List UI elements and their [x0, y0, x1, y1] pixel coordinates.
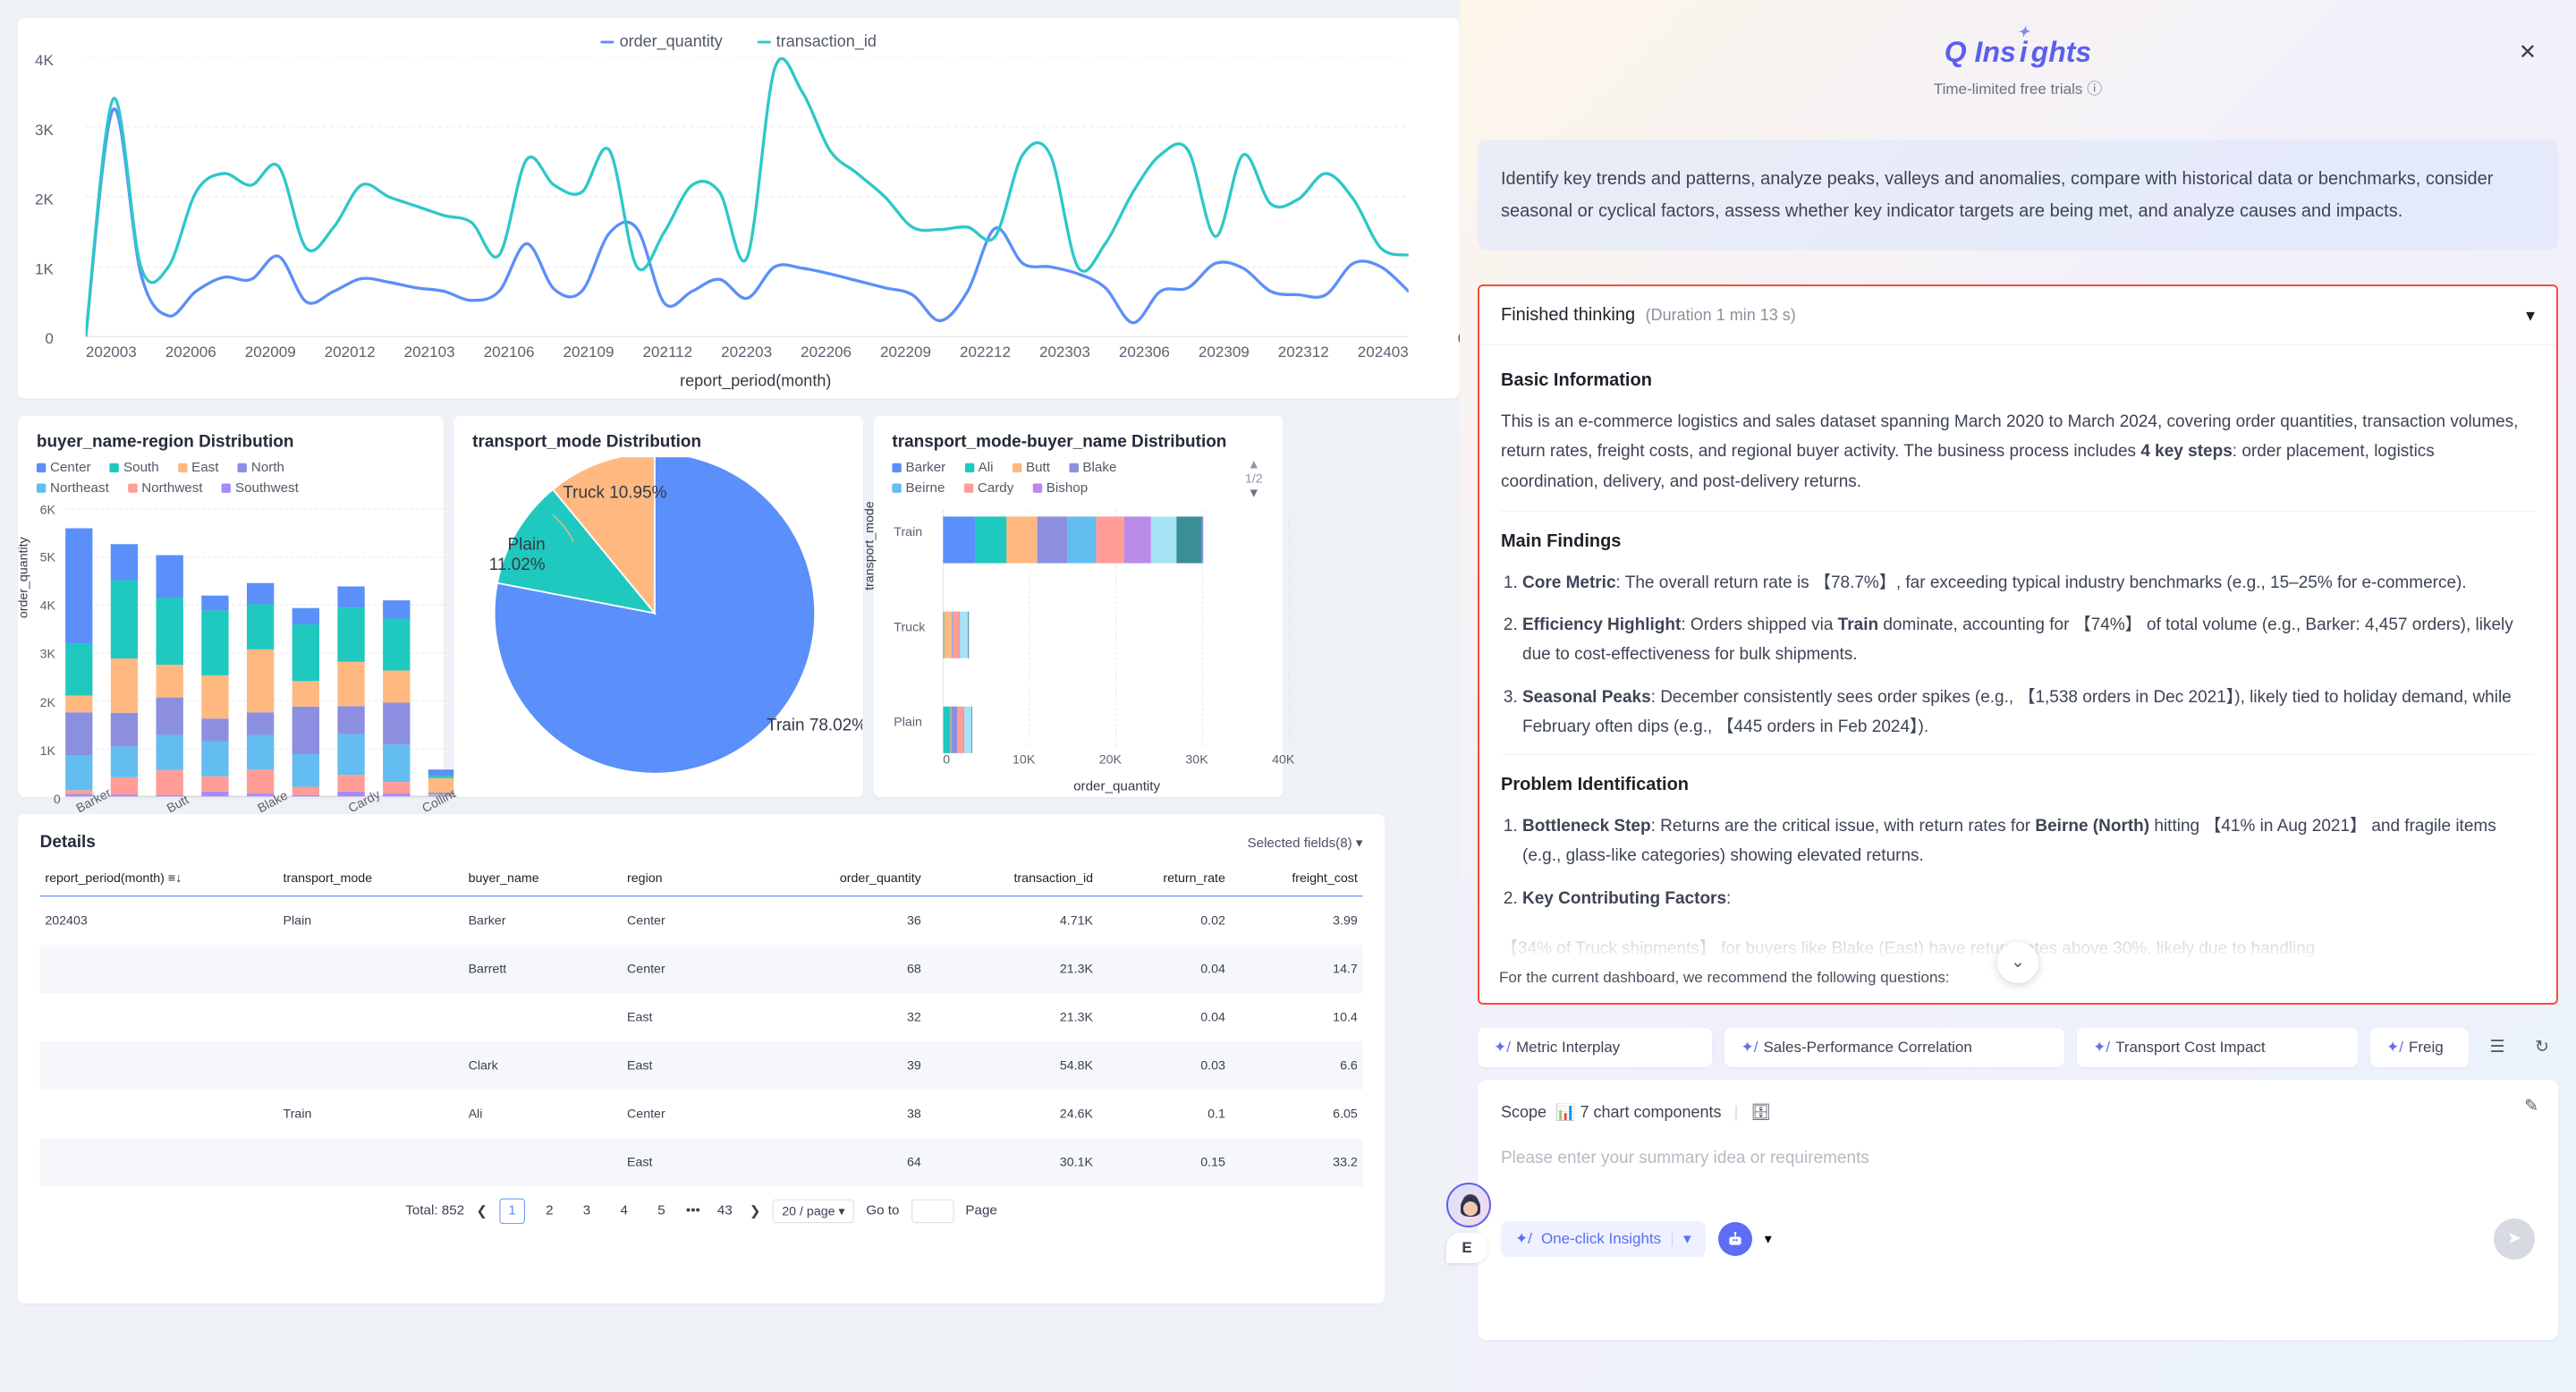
svg-text:Train 78.02%: Train 78.02% [767, 716, 862, 734]
svg-text:Plain: Plain [507, 535, 545, 554]
svg-text:11.02%: 11.02% [489, 556, 546, 574]
svg-text:Truck 10.95%: Truck 10.95% [563, 484, 666, 503]
